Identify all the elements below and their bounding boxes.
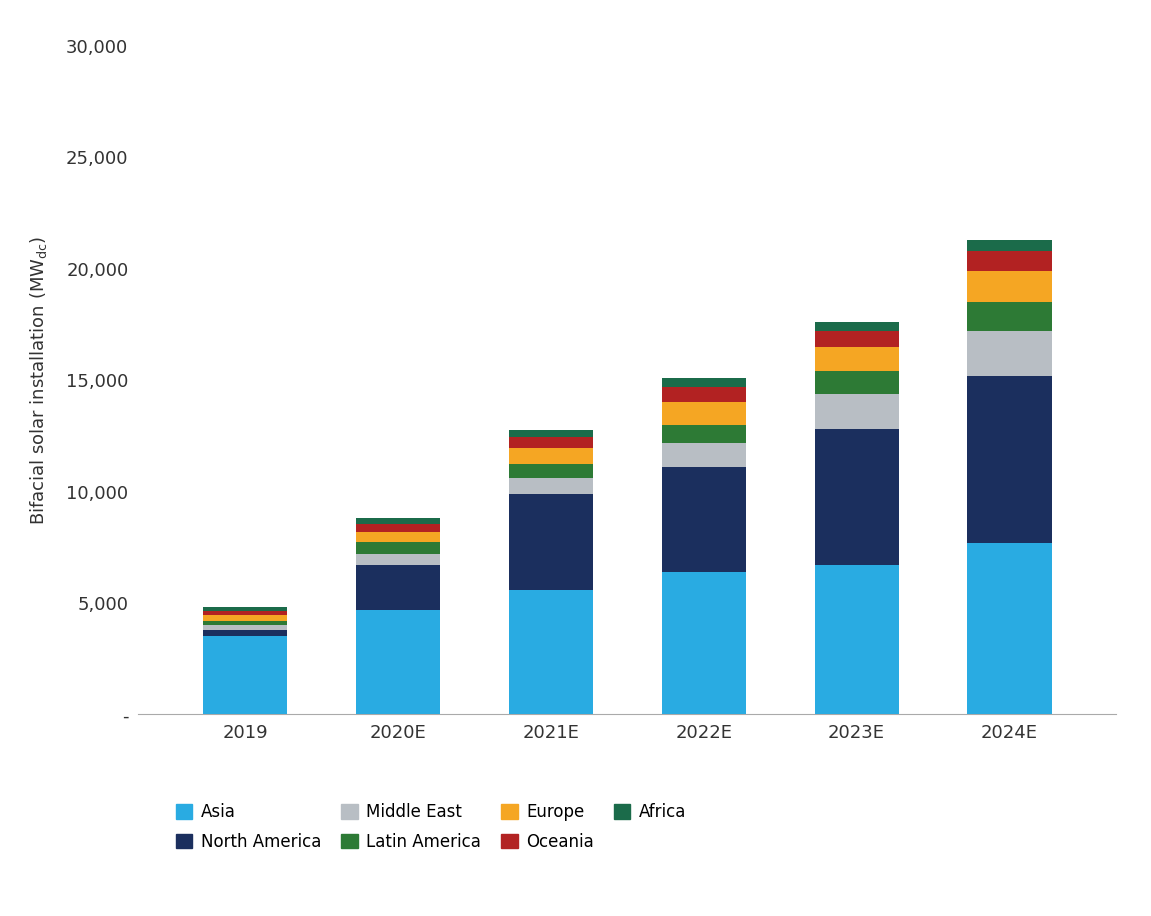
Bar xyxy=(968,302,1052,331)
Bar xyxy=(815,430,899,565)
Bar xyxy=(356,610,440,714)
Bar xyxy=(509,448,593,463)
Bar xyxy=(662,572,746,714)
Bar xyxy=(662,387,746,402)
Bar xyxy=(509,463,593,478)
Bar xyxy=(509,478,593,494)
Bar xyxy=(203,637,287,714)
Bar xyxy=(509,431,593,437)
Bar xyxy=(968,376,1052,543)
Bar xyxy=(968,543,1052,714)
Legend: Asia, North America, Middle East, Latin America, Europe, Oceania, Africa, : Asia, North America, Middle East, Latin … xyxy=(176,803,686,851)
Bar xyxy=(815,331,899,347)
Bar xyxy=(968,331,1052,376)
Bar xyxy=(509,437,593,448)
Bar xyxy=(815,371,899,394)
Bar xyxy=(815,394,899,430)
Bar xyxy=(662,402,746,425)
Bar xyxy=(968,240,1052,251)
Bar xyxy=(509,590,593,714)
Bar xyxy=(356,565,440,610)
Bar xyxy=(662,378,746,387)
Bar xyxy=(203,621,287,626)
Bar xyxy=(662,442,746,467)
Bar xyxy=(356,524,440,531)
Y-axis label: Bifacial solar installation (MW$_{\mathregular{dc}}$): Bifacial solar installation (MW$_{\mathr… xyxy=(29,235,49,525)
Bar xyxy=(662,467,746,572)
Bar xyxy=(356,541,440,554)
Bar xyxy=(509,494,593,590)
Bar xyxy=(968,271,1052,302)
Bar xyxy=(968,251,1052,271)
Bar xyxy=(203,630,287,637)
Bar xyxy=(203,616,287,621)
Bar xyxy=(815,565,899,714)
Bar xyxy=(203,607,287,611)
Bar xyxy=(203,611,287,616)
Bar xyxy=(815,347,899,371)
Bar xyxy=(203,626,287,630)
Bar xyxy=(356,518,440,524)
Bar xyxy=(815,322,899,331)
Bar xyxy=(356,554,440,565)
Bar xyxy=(356,531,440,541)
Bar xyxy=(662,425,746,442)
